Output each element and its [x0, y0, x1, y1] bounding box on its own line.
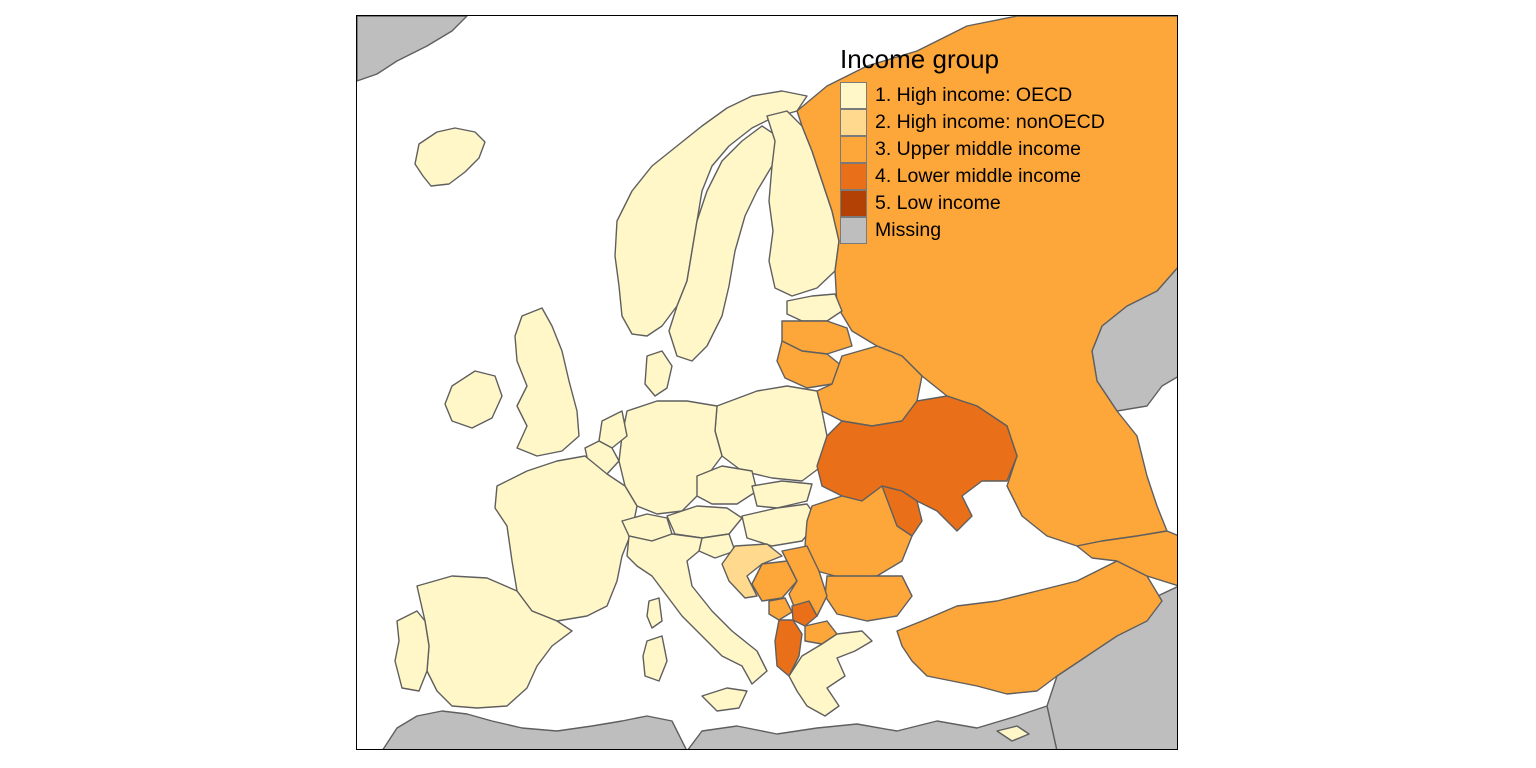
country-caucasus	[1076, 530, 1177, 587]
legend-swatch	[840, 163, 867, 190]
country-sweden	[668, 125, 778, 362]
legend-label: 4. Lower middle income	[875, 165, 1081, 187]
legend-swatch	[840, 217, 867, 244]
legend-swatch	[840, 109, 867, 136]
country-denmark	[644, 350, 673, 397]
europe-income-map	[357, 16, 1177, 749]
country-czechia	[696, 465, 758, 505]
legend-swatch	[840, 136, 867, 163]
country-norway	[614, 90, 808, 337]
country-ireland	[444, 370, 503, 429]
country-poland	[714, 385, 828, 482]
legend-swatch	[840, 190, 867, 217]
legend-label: 1. High income: OECD	[875, 84, 1073, 106]
legend-label: 5. Low income	[875, 192, 1001, 214]
legend-item: 1. High income: OECD	[840, 82, 1105, 109]
country-kosovo	[791, 600, 818, 627]
legend-label: 2. High income: nonOECD	[875, 111, 1105, 133]
country-montenegro	[768, 597, 793, 621]
country-cyprus	[996, 725, 1030, 742]
legend-item: 5. Low income	[840, 190, 1105, 217]
country-estonia	[786, 293, 843, 322]
country-sardinia	[642, 635, 668, 682]
map-legend: Income group 1. High income: OECD 2. Hig…	[840, 44, 1105, 244]
country-corsica	[646, 597, 663, 629]
legend-title: Income group	[840, 44, 999, 74]
map-frame	[356, 15, 1178, 750]
country-united-kingdom	[514, 307, 580, 457]
country-france	[494, 455, 638, 622]
country-slovakia	[751, 480, 813, 509]
legend-item: 2. High income: nonOECD	[840, 109, 1105, 136]
legend-item: 4. Lower middle income	[840, 163, 1105, 190]
legend-item: 3. Upper middle income	[840, 136, 1105, 163]
country-portugal	[394, 610, 430, 692]
country-italy	[626, 533, 768, 685]
country-netherlands	[598, 410, 628, 449]
country-turkey	[896, 560, 1163, 695]
country-greenland-missing	[357, 16, 468, 82]
legend-label: 3. Upper middle income	[875, 138, 1081, 160]
country-albania	[774, 619, 803, 677]
country-greece	[788, 630, 873, 717]
country-sicily	[701, 687, 748, 712]
country-bulgaria	[824, 575, 913, 622]
country-libya-egypt-missing	[687, 705, 1058, 749]
legend-label: Missing	[875, 219, 942, 241]
country-iceland	[414, 127, 486, 187]
legend-item: Missing	[840, 217, 1105, 244]
legend-swatch	[840, 82, 867, 109]
country-north-africa-missing	[382, 710, 687, 749]
country-croatia	[721, 543, 783, 599]
